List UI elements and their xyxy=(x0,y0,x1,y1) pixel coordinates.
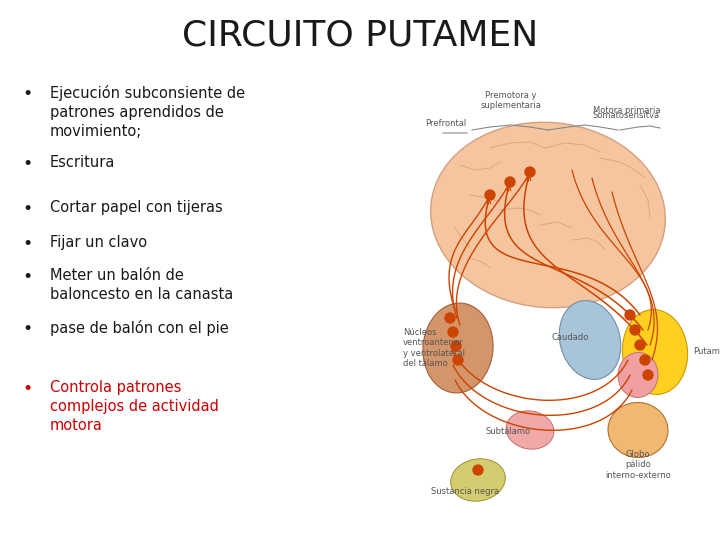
Ellipse shape xyxy=(431,122,665,308)
Circle shape xyxy=(505,177,515,187)
Text: Putamen: Putamen xyxy=(693,348,720,356)
Text: Controla patrones
complejos de actividad
motora: Controla patrones complejos de actividad… xyxy=(50,380,219,434)
Ellipse shape xyxy=(622,309,688,394)
Text: Meter un balón de
baloncesto en la canasta: Meter un balón de baloncesto en la canas… xyxy=(50,268,233,302)
Circle shape xyxy=(451,341,461,351)
Circle shape xyxy=(473,465,483,475)
Text: Caudado: Caudado xyxy=(552,334,589,342)
Circle shape xyxy=(625,310,635,320)
Text: •: • xyxy=(22,235,32,253)
Text: Somatosensitva: Somatosensitva xyxy=(593,111,660,120)
Text: Motora primaria: Motora primaria xyxy=(593,106,660,115)
Ellipse shape xyxy=(618,353,658,397)
Circle shape xyxy=(453,355,463,365)
Text: Subtálamo: Subtálamo xyxy=(485,428,531,436)
Circle shape xyxy=(485,190,495,200)
Text: •: • xyxy=(22,200,32,218)
Text: Ejecución subconsiente de
patrones aprendidos de
movimiento;: Ejecución subconsiente de patrones apren… xyxy=(50,85,245,139)
Ellipse shape xyxy=(608,402,668,457)
Text: Escritura: Escritura xyxy=(50,155,115,170)
Text: Fijar un clavo: Fijar un clavo xyxy=(50,235,147,250)
Text: •: • xyxy=(22,380,32,398)
Ellipse shape xyxy=(451,459,505,501)
Text: CIRCUITO PUTAMEN: CIRCUITO PUTAMEN xyxy=(182,18,538,52)
Text: •: • xyxy=(22,268,32,286)
Text: Sustancia negra: Sustancia negra xyxy=(431,488,499,496)
Text: Premotora y
suplementaria: Premotora y suplementaria xyxy=(480,91,541,110)
Text: •: • xyxy=(22,155,32,173)
Text: •: • xyxy=(22,85,32,103)
Ellipse shape xyxy=(506,411,554,449)
Text: •: • xyxy=(22,320,32,338)
Ellipse shape xyxy=(559,301,621,380)
Circle shape xyxy=(635,340,645,350)
Circle shape xyxy=(640,355,650,365)
Text: Prefrontal: Prefrontal xyxy=(426,119,467,128)
Circle shape xyxy=(643,370,653,380)
Ellipse shape xyxy=(423,303,493,393)
Circle shape xyxy=(630,325,640,335)
Text: Globo
pálido
interno-externo: Globo pálido interno-externo xyxy=(605,450,671,480)
Text: pase de balón con el pie: pase de balón con el pie xyxy=(50,320,229,336)
Text: Núcleos
ventroanterior
y ventrolateral
del tálamo: Núcleos ventroanterior y ventrolateral d… xyxy=(403,328,465,368)
Circle shape xyxy=(445,313,455,323)
Circle shape xyxy=(525,167,535,177)
Circle shape xyxy=(448,327,458,337)
Text: Cortar papel con tijeras: Cortar papel con tijeras xyxy=(50,200,222,215)
